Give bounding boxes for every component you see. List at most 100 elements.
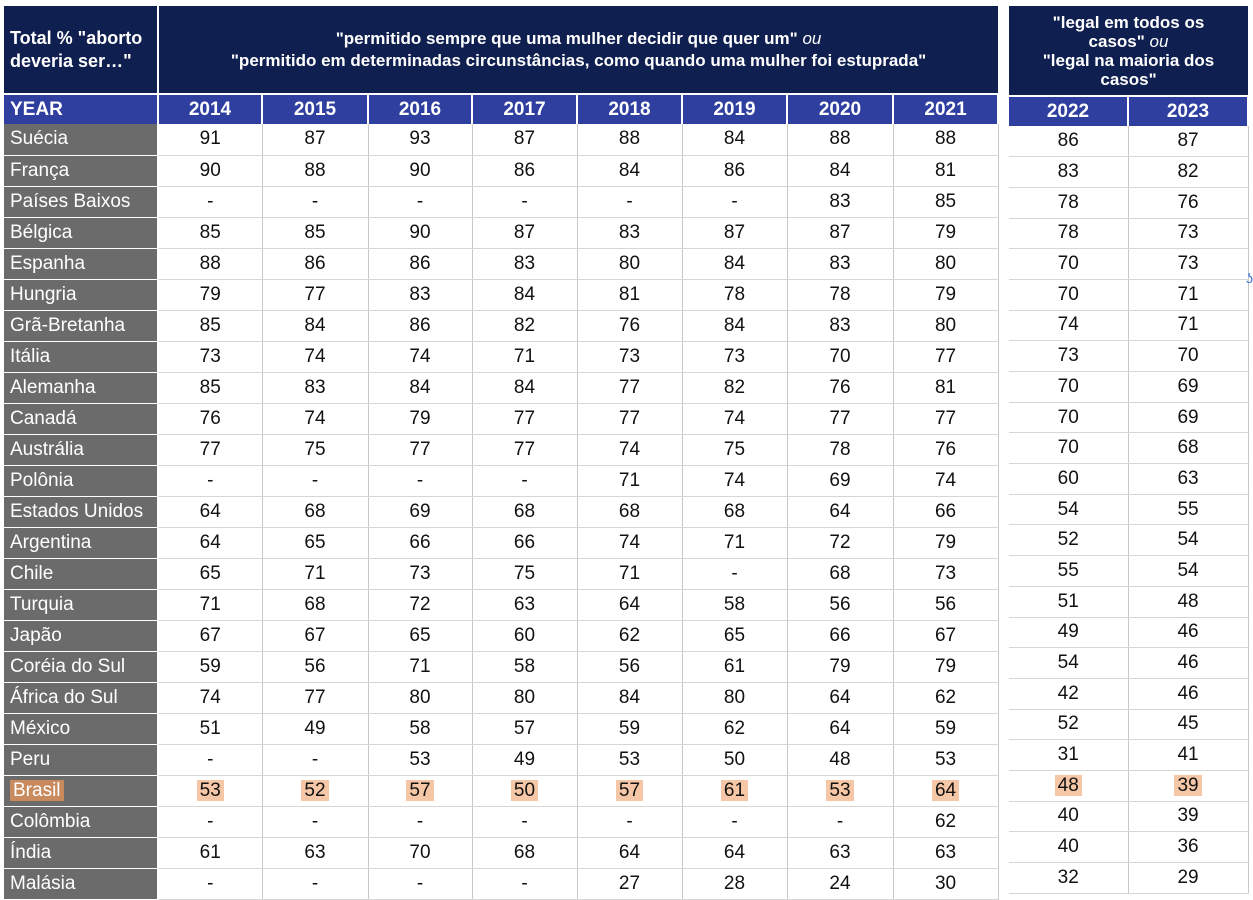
table-row: 70 73 bbox=[1009, 248, 1249, 280]
value-text: - bbox=[731, 810, 738, 832]
value-text: 74 bbox=[723, 469, 746, 491]
super-right-line3: "legal na maioria dos bbox=[1042, 50, 1215, 70]
value-text: 66 bbox=[829, 624, 851, 646]
value-cell: 28 bbox=[682, 868, 788, 900]
value-text: 77 bbox=[618, 407, 641, 429]
value-cell: 54 bbox=[1009, 647, 1129, 679]
value-cell: - bbox=[577, 186, 683, 218]
value-text: 79 bbox=[934, 283, 957, 305]
value-text: 83 bbox=[829, 190, 851, 212]
value-cell: 59 bbox=[577, 713, 683, 745]
year-header-2022: 2022 bbox=[1009, 95, 1129, 126]
value-text: 48 bbox=[1177, 590, 1199, 612]
value-text: - bbox=[731, 562, 738, 584]
value-cell: - bbox=[682, 558, 788, 590]
value-cell: 87 bbox=[472, 124, 578, 156]
super-left-or: ou bbox=[802, 28, 822, 48]
value-text: 77 bbox=[513, 407, 536, 429]
value-text: 66 bbox=[513, 531, 536, 553]
value-text: 72 bbox=[829, 531, 851, 553]
value-text: 68 bbox=[829, 562, 851, 584]
value-cell: 58 bbox=[472, 651, 578, 683]
value-text: 88 bbox=[199, 252, 221, 274]
value-cell: - bbox=[158, 744, 263, 776]
corner-label-line2: deveria ser…" bbox=[10, 50, 132, 71]
value-text: 83 bbox=[829, 314, 851, 336]
value-text: 91 bbox=[199, 128, 221, 150]
value-cell: 73 bbox=[682, 341, 788, 373]
value-text: 88 bbox=[618, 128, 641, 150]
value-cell: 79 bbox=[893, 527, 999, 559]
value-text: 87 bbox=[723, 221, 746, 243]
year-header-2014: 2014 bbox=[158, 93, 263, 124]
table-row: Argentina 64 65 66 66 74 71 72 79 bbox=[4, 527, 999, 559]
value-cell: 77 bbox=[893, 341, 999, 373]
value-cell: 81 bbox=[577, 279, 683, 311]
value-text: 82 bbox=[1177, 161, 1199, 183]
value-cell: - bbox=[158, 806, 263, 838]
value-cell: 74 bbox=[893, 465, 999, 497]
value-text: 80 bbox=[513, 686, 536, 708]
value-cell: 71 bbox=[158, 589, 263, 621]
value-cell: 56 bbox=[262, 651, 369, 683]
country-name: Malásia bbox=[10, 872, 76, 894]
country-name: Estados Unidos bbox=[10, 500, 144, 522]
value-text: 77 bbox=[829, 407, 851, 429]
value-cell: 77 bbox=[262, 682, 369, 714]
value-text: 84 bbox=[513, 283, 536, 305]
value-cell: 87 bbox=[262, 124, 369, 156]
right-super-header: "legal em todos os casos" ou "legal na m… bbox=[1009, 6, 1249, 96]
value-cell: 64 bbox=[787, 496, 894, 528]
country-label: México bbox=[4, 713, 159, 745]
value-text: - bbox=[207, 810, 214, 832]
value-text: 69 bbox=[1177, 406, 1199, 428]
value-text: 85 bbox=[199, 221, 221, 243]
value-cell: 85 bbox=[158, 217, 263, 249]
value-text: 57 bbox=[615, 779, 644, 801]
value-cell: 88 bbox=[893, 124, 999, 156]
value-text: 90 bbox=[409, 159, 431, 181]
value-text: - bbox=[521, 872, 528, 894]
value-cell: 73 bbox=[1128, 218, 1249, 250]
super-right-line4: casos" bbox=[1100, 69, 1157, 89]
country-label: Espanha bbox=[4, 248, 159, 280]
value-cell: 57 bbox=[577, 775, 683, 807]
value-cell: 68 bbox=[1128, 432, 1249, 465]
value-cell: 51 bbox=[1009, 586, 1129, 618]
value-cell: - bbox=[472, 465, 578, 497]
value-cell: 74 bbox=[577, 434, 683, 466]
value-text: 75 bbox=[304, 438, 326, 460]
country-label: Países Baixos bbox=[4, 186, 159, 218]
value-text: 76 bbox=[618, 314, 641, 336]
value-text: 67 bbox=[934, 624, 957, 646]
year-header-2018: 2018 bbox=[577, 93, 683, 124]
table-row: 54 46 bbox=[1009, 647, 1249, 679]
table-row: Colômbia - - - - - - - 62 bbox=[4, 806, 999, 838]
value-cell: 69 bbox=[787, 465, 894, 497]
value-text: 80 bbox=[409, 686, 431, 708]
value-text: 79 bbox=[934, 221, 957, 243]
value-text: 59 bbox=[934, 717, 957, 739]
value-cell: 66 bbox=[472, 527, 578, 559]
value-cell: 69 bbox=[368, 496, 473, 528]
value-cell: - bbox=[158, 186, 263, 218]
country-label: Argentina bbox=[4, 527, 159, 559]
table-row: 78 76 bbox=[1009, 187, 1249, 219]
value-text: 62 bbox=[934, 686, 957, 708]
value-text: 77 bbox=[304, 283, 326, 305]
value-text: 58 bbox=[723, 593, 746, 615]
value-cell: 79 bbox=[787, 651, 894, 683]
value-cell: 80 bbox=[472, 682, 578, 714]
table-row: Peru - - 53 49 53 50 48 53 bbox=[4, 744, 999, 776]
value-text: - bbox=[311, 748, 319, 770]
value-text: 52 bbox=[301, 779, 329, 801]
value-cell: 46 bbox=[1128, 678, 1249, 710]
country-label: Coréia do Sul bbox=[4, 651, 159, 683]
value-cell: 62 bbox=[893, 682, 999, 714]
value-cell: 73 bbox=[1009, 340, 1129, 372]
value-cell: 78 bbox=[1009, 187, 1129, 219]
value-cell: 80 bbox=[577, 248, 683, 280]
value-text: 48 bbox=[829, 748, 851, 770]
value-text: 77 bbox=[304, 686, 326, 708]
country-name: Austrália bbox=[10, 438, 84, 460]
